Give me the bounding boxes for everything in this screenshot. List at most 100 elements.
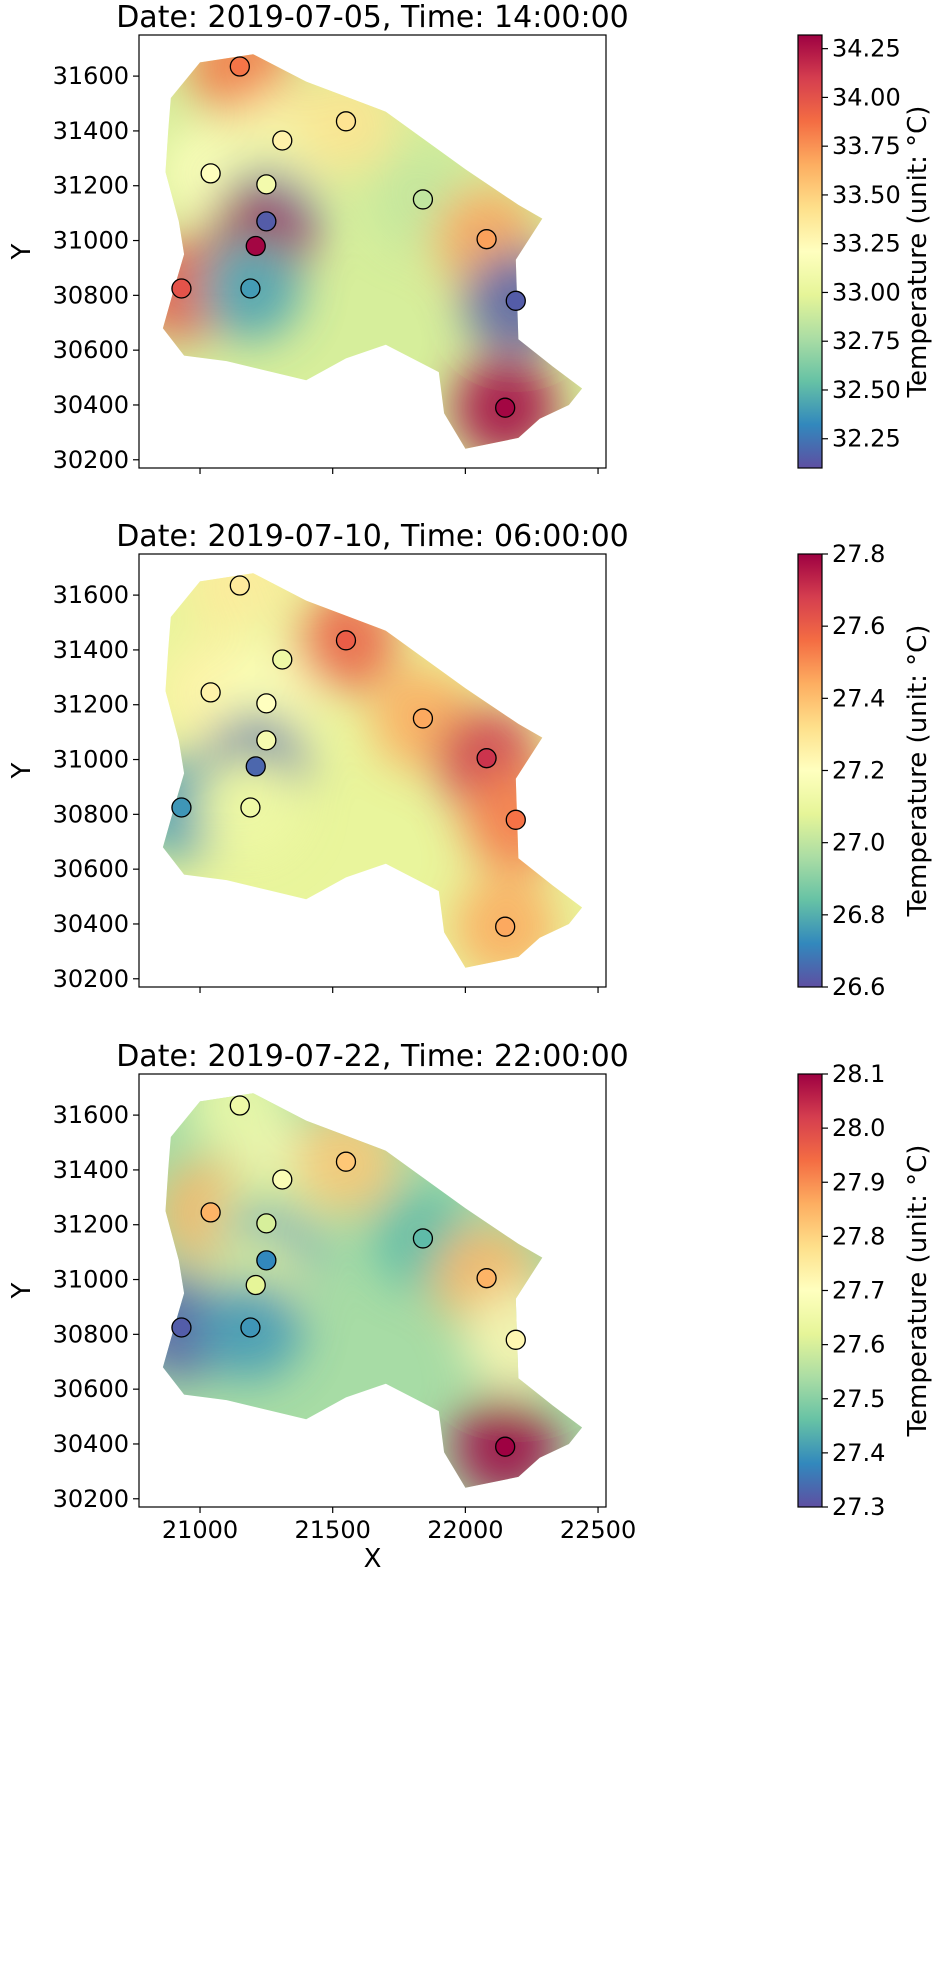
station-marker	[200, 1202, 221, 1223]
colorbar	[797, 1073, 823, 1508]
temperature-field	[162, 54, 583, 449]
colorbar-tick-label: 33.75	[832, 132, 901, 160]
station-marker	[256, 1213, 277, 1234]
station-marker	[240, 797, 261, 818]
station-marker	[412, 708, 434, 729]
station-marker	[272, 1169, 293, 1190]
station-marker	[256, 211, 277, 232]
colorbar-tick-label: 27.4	[832, 1439, 885, 1467]
temperature-field	[162, 573, 583, 968]
axes-frame	[138, 1073, 607, 1508]
colorbar-tick-label: 28.0	[832, 1114, 885, 1142]
station-marker	[245, 1274, 266, 1296]
station-marker	[171, 1317, 192, 1338]
station-marker	[256, 174, 277, 195]
station-marker	[335, 630, 357, 651]
panel-1: Date: 2019-07-05, Time: 14:00:00 30200 304…	[7, 0, 933, 474]
temperature-field	[162, 1093, 583, 1488]
y-tick-label: 30200	[53, 1485, 129, 1513]
station-marker	[495, 1436, 516, 1457]
station-marker	[476, 1268, 497, 1289]
station-marker	[256, 730, 277, 751]
colorbar	[797, 553, 823, 988]
x-tick-label: 22000	[427, 1516, 503, 1544]
colorbar	[797, 34, 823, 469]
y-tick-label: 31000	[53, 746, 129, 774]
colorbar-tick-label: 27.8	[832, 1222, 885, 1250]
station-marker	[505, 290, 526, 311]
y-tick-label: 30800	[53, 1320, 129, 1348]
y-tick-label: 31200	[53, 691, 129, 719]
colorbar-tick-label: 27.9	[832, 1168, 885, 1196]
chart-title: Date: 2019-07-22, Time: 22:00:00	[116, 1039, 629, 1074]
colorbar-tick-label: 32.75	[832, 327, 901, 355]
y-tick-label: 31200	[53, 172, 129, 200]
chart-title: Date: 2019-07-10, Time: 06:00:00	[116, 519, 629, 554]
colorbar-tick-label: 33.00	[832, 278, 901, 306]
station-marker	[229, 1095, 250, 1116]
station-marker	[229, 56, 250, 77]
x-axis-label: X	[364, 1544, 382, 1574]
colorbar-label: Temperature (unit: °C)	[903, 1145, 933, 1438]
y-tick-label: 30800	[53, 800, 129, 828]
colorbar-tick-label: 34.25	[832, 35, 901, 63]
station-marker	[256, 693, 277, 714]
panel-3: Date: 2019-07-22, Time: 22:00:00 30200 304…	[7, 1039, 933, 1574]
station-marker	[200, 163, 221, 184]
colorbar-tick-label: 27.5	[832, 1385, 885, 1413]
y-tick-label: 31600	[53, 581, 129, 609]
y-tick-label: 31600	[53, 62, 129, 90]
y-tick-label: 31400	[53, 1156, 129, 1184]
colorbar-tick-label: 27.6	[832, 612, 885, 640]
y-tick-label: 30800	[53, 281, 129, 309]
station-marker	[412, 1228, 434, 1249]
panel-2: Date: 2019-07-10, Time: 06:00:00 30200 304…	[7, 519, 933, 1001]
y-tick-label: 31200	[53, 1211, 129, 1239]
colorbar-tick-label: 26.6	[832, 973, 885, 1001]
station-marker	[240, 278, 261, 299]
y-tick-label: 30600	[53, 336, 129, 364]
station-marker	[495, 397, 516, 418]
y-axis-label: Y	[7, 762, 37, 779]
station-marker	[335, 111, 357, 132]
y-tick-label: 30200	[53, 446, 129, 474]
x-tick-label: 22500	[560, 1516, 636, 1544]
y-tick-label: 31000	[53, 1266, 129, 1294]
station-marker	[245, 235, 266, 257]
colorbar-tick-label: 33.25	[832, 230, 901, 258]
y-axis-label: Y	[7, 1282, 37, 1299]
y-tick-label: 30400	[53, 391, 129, 419]
colorbar-tick-label: 32.50	[832, 376, 901, 404]
station-marker	[495, 916, 516, 937]
axes-frame	[138, 34, 607, 469]
y-tick-label: 31000	[53, 227, 129, 255]
station-marker	[171, 278, 192, 299]
y-tick-label: 30600	[53, 1375, 129, 1403]
colorbar-tick-label: 27.8	[832, 540, 885, 568]
station-marker	[272, 649, 293, 670]
station-marker	[335, 1151, 357, 1172]
station-marker	[272, 130, 293, 151]
y-tick-label: 31400	[53, 636, 129, 664]
station-marker	[476, 229, 497, 250]
x-tick-label: 21000	[162, 1516, 238, 1544]
station-marker	[245, 756, 266, 777]
station-marker	[505, 1329, 526, 1350]
station-marker	[240, 1317, 261, 1338]
y-tick-label: 31400	[53, 117, 129, 145]
station-marker	[200, 682, 221, 703]
colorbar-label: Temperature (unit: °C)	[903, 106, 933, 399]
station-marker	[229, 575, 250, 596]
y-axis-label: Y	[7, 243, 37, 260]
colorbar-tick-label: 27.6	[832, 1331, 885, 1359]
station-marker	[171, 797, 192, 818]
colorbar-tick-label: 33.50	[832, 181, 901, 209]
y-tick-label: 30200	[53, 965, 129, 993]
colorbar-tick-label: 27.0	[832, 829, 885, 857]
axes-frame	[138, 553, 607, 988]
y-tick-label: 30400	[53, 910, 129, 938]
station-marker	[476, 748, 497, 769]
y-tick-label: 30400	[53, 1430, 129, 1458]
colorbar-tick-label: 32.25	[832, 425, 901, 453]
